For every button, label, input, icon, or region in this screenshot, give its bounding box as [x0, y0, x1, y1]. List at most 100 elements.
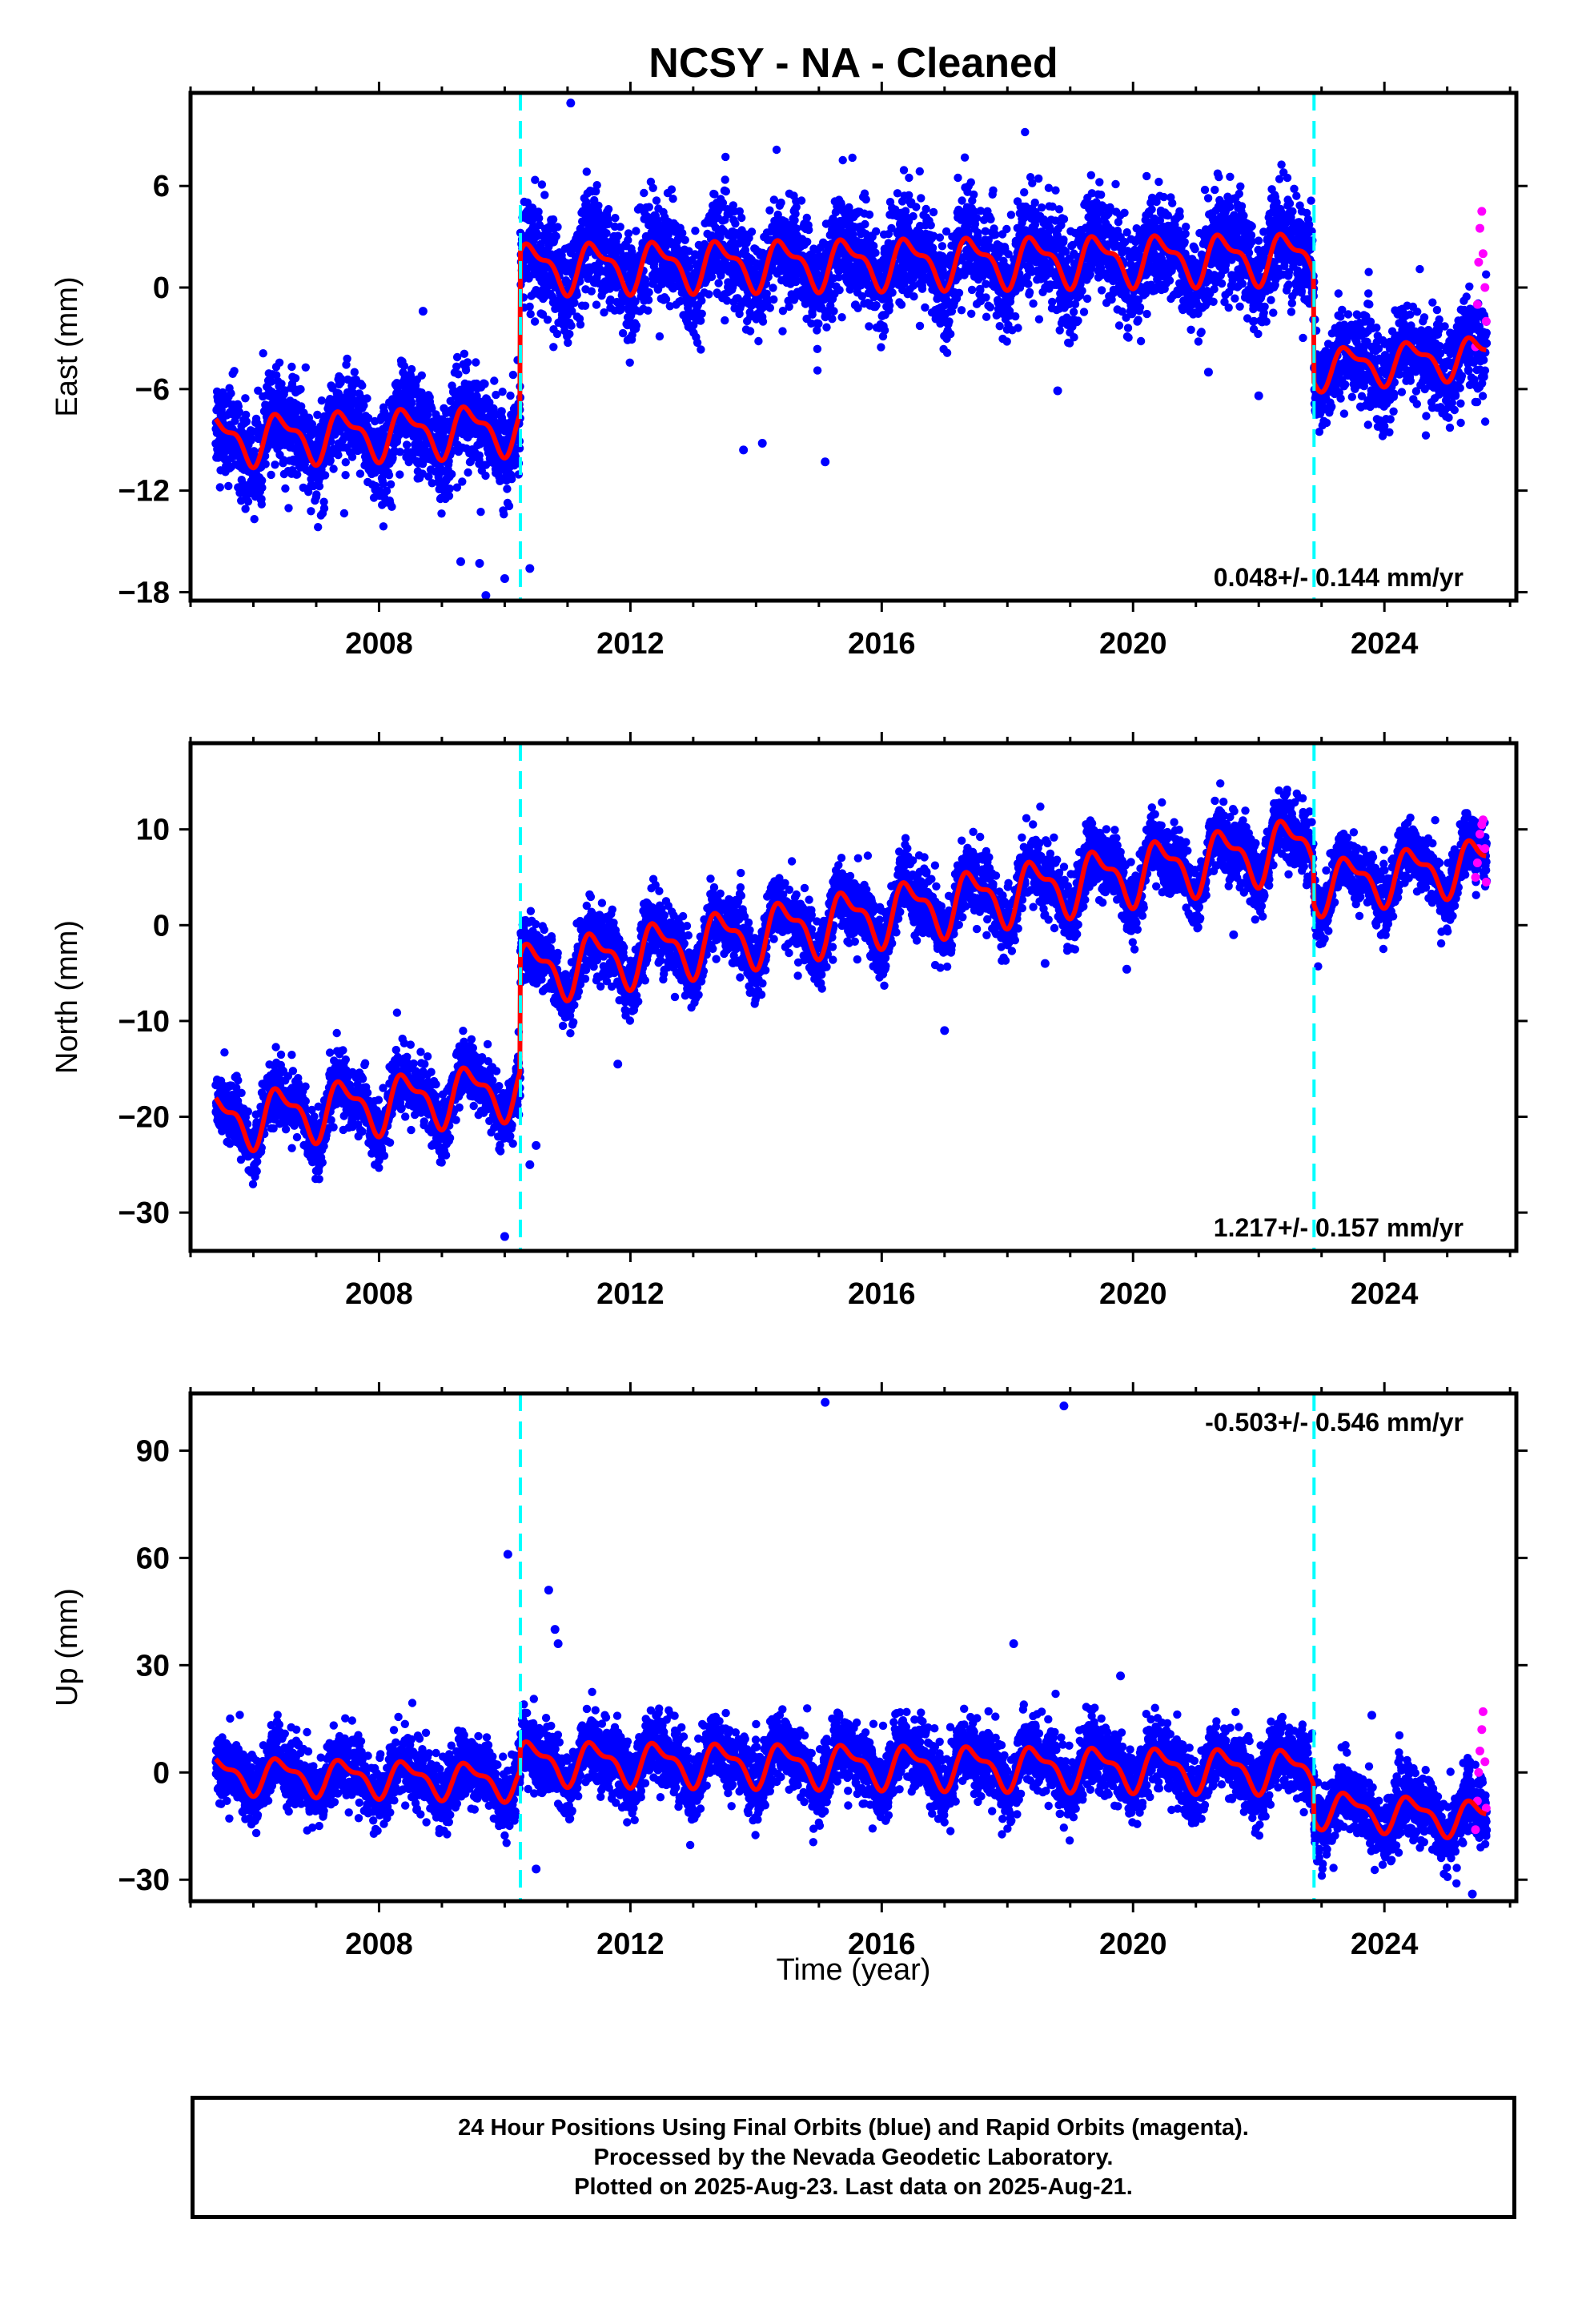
data-point [448, 469, 456, 479]
data-point [525, 302, 534, 312]
data-point [935, 233, 945, 242]
data-point [762, 289, 771, 298]
data-point [697, 296, 706, 305]
data-point [942, 348, 952, 357]
data-point [837, 313, 846, 322]
data-point [644, 296, 653, 304]
data-point [926, 221, 935, 230]
data-point [681, 235, 689, 244]
data-point [921, 204, 930, 214]
data-point [530, 317, 540, 326]
data-point [838, 155, 847, 165]
data-point [570, 299, 579, 308]
data-point [277, 380, 286, 388]
data-point [1097, 191, 1106, 199]
data-point [958, 196, 966, 205]
data-point [592, 181, 601, 190]
data-point [765, 304, 774, 312]
data-point [648, 183, 657, 192]
data-point [697, 345, 705, 354]
data-point [1136, 336, 1146, 346]
data-point [1024, 279, 1033, 288]
data-point [259, 349, 267, 358]
data-point [540, 191, 549, 199]
data-point [428, 404, 436, 413]
data-point [805, 225, 813, 235]
data-point [1168, 199, 1177, 207]
data-point [644, 203, 653, 211]
data-point [618, 328, 628, 338]
data-point [334, 451, 343, 460]
data-point [428, 479, 436, 488]
data-point [384, 471, 394, 480]
data-point [1114, 321, 1124, 330]
data-point [960, 153, 970, 162]
data-point [1051, 186, 1060, 195]
data-point [1034, 315, 1044, 324]
data-point [400, 361, 409, 371]
data-point [613, 231, 623, 240]
data-point [327, 437, 335, 446]
data-point [602, 229, 611, 238]
data-point [291, 374, 300, 383]
data-point [1055, 326, 1064, 335]
data-point [797, 196, 806, 205]
data-point [995, 322, 1004, 331]
data-point [1002, 337, 1011, 346]
data-point [697, 316, 705, 325]
data-point [669, 195, 677, 203]
data-point [508, 475, 516, 484]
data-point [481, 460, 491, 469]
data-point [363, 394, 371, 403]
data-point [1002, 224, 1011, 234]
data-point [737, 213, 746, 223]
data-point [407, 364, 416, 374]
data-point [347, 452, 357, 461]
data-point [871, 248, 880, 257]
data-point [986, 215, 995, 223]
data-point [1078, 286, 1086, 296]
data-point [359, 401, 368, 410]
data-point [640, 188, 648, 198]
data-point [315, 482, 324, 491]
data-point [543, 316, 552, 324]
data-point [534, 207, 543, 216]
data-point [314, 523, 323, 532]
data-point [765, 206, 774, 215]
data-point [938, 242, 947, 251]
data-point [267, 377, 276, 386]
data-point [721, 175, 729, 184]
data-point [260, 452, 270, 460]
data-point [1048, 297, 1057, 307]
data-point [754, 336, 763, 346]
data-point [235, 408, 244, 416]
data-point [808, 310, 817, 319]
data-point [242, 410, 251, 420]
data-point [872, 227, 881, 236]
data-point [655, 332, 665, 341]
data-point [929, 207, 938, 217]
data-point [1011, 312, 1020, 321]
data-point [778, 327, 787, 336]
data-point [552, 231, 560, 241]
final-orbit-points [211, 127, 1492, 532]
data-point [296, 384, 305, 394]
data-point [912, 203, 921, 211]
data-point [705, 290, 713, 299]
data-point [313, 410, 322, 420]
data-point [877, 343, 885, 352]
data-point [604, 205, 613, 214]
data-point [1025, 287, 1034, 297]
data-point [281, 484, 290, 493]
data-point [408, 398, 416, 408]
data-point [986, 303, 995, 312]
data-point [957, 306, 966, 315]
data-point [967, 309, 976, 318]
data-point [758, 317, 768, 326]
data-point [1069, 308, 1078, 316]
data-point [320, 471, 330, 480]
data-point [230, 367, 239, 376]
data-point [835, 286, 844, 295]
